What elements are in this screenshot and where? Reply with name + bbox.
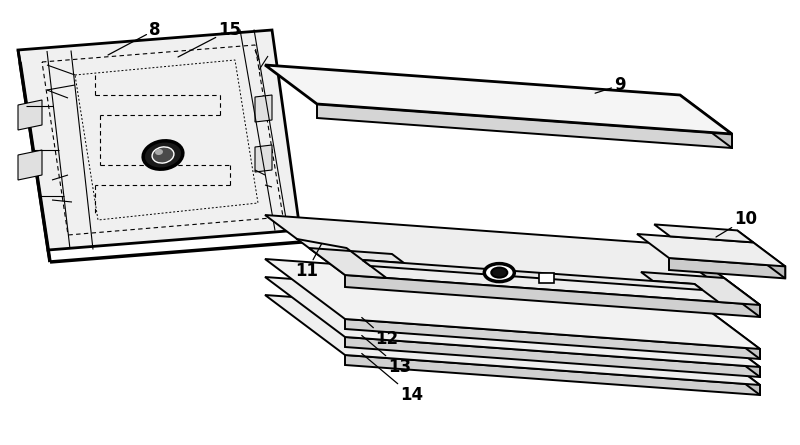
Text: 13: 13 xyxy=(362,336,411,376)
Polygon shape xyxy=(362,260,702,290)
Text: 9: 9 xyxy=(595,76,626,94)
Ellipse shape xyxy=(143,141,183,169)
Polygon shape xyxy=(265,295,760,385)
Polygon shape xyxy=(680,95,732,148)
Polygon shape xyxy=(18,150,42,180)
Text: 8: 8 xyxy=(108,21,161,55)
Ellipse shape xyxy=(152,147,174,163)
Polygon shape xyxy=(680,245,760,317)
Polygon shape xyxy=(265,277,760,367)
Polygon shape xyxy=(255,95,272,122)
Polygon shape xyxy=(654,224,754,243)
Text: 15: 15 xyxy=(178,21,242,57)
Polygon shape xyxy=(641,272,760,305)
Polygon shape xyxy=(345,319,760,359)
Polygon shape xyxy=(669,258,785,279)
Bar xyxy=(539,273,554,283)
Polygon shape xyxy=(265,259,760,349)
Text: 11: 11 xyxy=(295,243,322,280)
Ellipse shape xyxy=(155,149,163,155)
Polygon shape xyxy=(255,145,272,172)
Polygon shape xyxy=(18,100,42,130)
Text: 12: 12 xyxy=(362,317,398,348)
Polygon shape xyxy=(345,275,760,317)
Polygon shape xyxy=(309,248,404,278)
Ellipse shape xyxy=(484,263,514,282)
Text: 10: 10 xyxy=(716,210,758,237)
Polygon shape xyxy=(637,234,785,267)
Polygon shape xyxy=(345,355,760,395)
Polygon shape xyxy=(680,289,760,359)
Polygon shape xyxy=(265,65,732,134)
Polygon shape xyxy=(738,231,785,279)
Polygon shape xyxy=(265,215,760,305)
Polygon shape xyxy=(317,104,732,148)
Polygon shape xyxy=(680,307,760,377)
Ellipse shape xyxy=(491,267,507,278)
Polygon shape xyxy=(18,30,300,250)
Polygon shape xyxy=(345,337,760,377)
Polygon shape xyxy=(680,325,760,395)
Text: 14: 14 xyxy=(362,353,423,405)
